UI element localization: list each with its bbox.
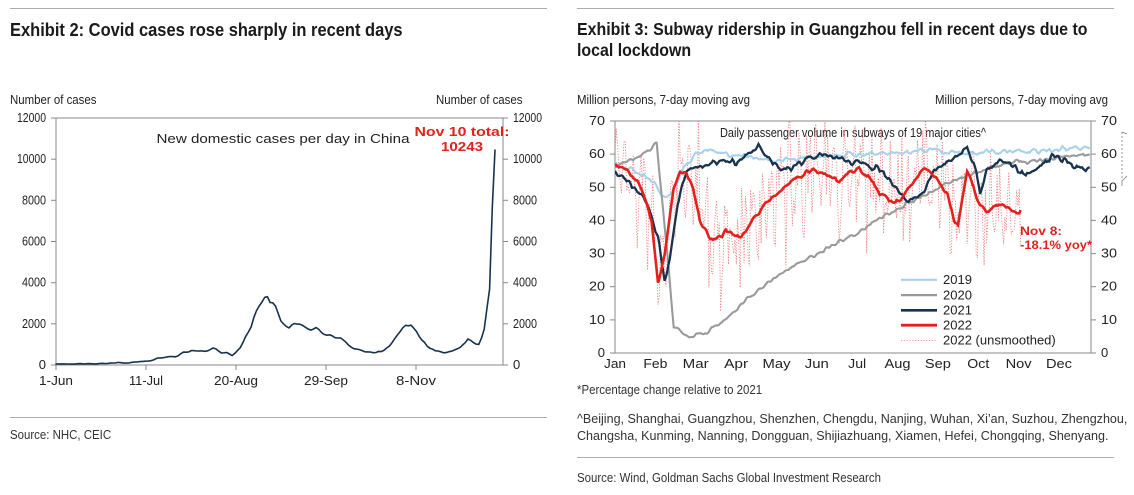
svg-text:Aug: Aug [885, 357, 911, 371]
svg-text:10243: 10243 [441, 139, 483, 154]
svg-text:2020: 2020 [943, 287, 972, 302]
svg-text:10: 10 [589, 312, 605, 327]
svg-text:20-Aug: 20-Aug [214, 373, 258, 388]
svg-text:40: 40 [1101, 212, 1117, 227]
svg-text:Sep: Sep [925, 357, 951, 371]
svg-text:60: 60 [589, 146, 605, 161]
svg-text:Nov: Nov [1006, 357, 1033, 371]
svg-text:40: 40 [589, 212, 605, 227]
svg-text:May: May [763, 357, 792, 371]
svg-text:6000: 6000 [22, 234, 46, 249]
svg-text:Oct: Oct [967, 357, 990, 371]
svg-text:0: 0 [1101, 345, 1108, 360]
svg-text:2021: 2021 [943, 303, 972, 318]
svg-text:8-Nov: 8-Nov [396, 373, 437, 388]
svg-text:New domestic cases per day in: New domestic cases per day in China [157, 131, 411, 146]
svg-text:2019: 2019 [943, 272, 972, 287]
svg-text:70: 70 [1101, 113, 1117, 128]
svg-text:2000: 2000 [513, 316, 537, 331]
svg-text:-18.1% yoy*: -18.1% yoy* [1020, 238, 1092, 252]
svg-text:Jul: Jul [848, 357, 866, 371]
svg-text:10000: 10000 [17, 151, 46, 166]
svg-text:Jan: Jan [604, 357, 626, 371]
svg-text:20: 20 [589, 279, 605, 294]
svg-text:8000: 8000 [513, 192, 537, 207]
svg-text:60: 60 [1101, 146, 1117, 161]
svg-text:2022: 2022 [943, 317, 972, 332]
svg-text:Nov 8:: Nov 8: [1020, 224, 1062, 238]
svg-text:Jun: Jun [805, 357, 829, 371]
svg-text:Feb: Feb [643, 357, 667, 371]
svg-text:10: 10 [1101, 312, 1117, 327]
svg-text:11-Jul: 11-Jul [129, 373, 163, 388]
svg-text:30: 30 [1101, 246, 1117, 261]
svg-text:70: 70 [589, 113, 605, 128]
svg-text:4000: 4000 [22, 275, 46, 290]
svg-text:12000: 12000 [513, 110, 542, 125]
svg-text:20: 20 [1101, 279, 1117, 294]
svg-text:Mar: Mar [683, 357, 709, 371]
svg-text:2000: 2000 [22, 316, 46, 331]
svg-text:29-Sep: 29-Sep [304, 373, 348, 388]
svg-text:6000: 6000 [513, 234, 537, 249]
svg-text:4000: 4000 [513, 275, 537, 290]
svg-text:1-Jun: 1-Jun [39, 373, 73, 388]
svg-text:2022 (unsmoothed): 2022 (unsmoothed) [943, 333, 1056, 348]
svg-text:50: 50 [1101, 179, 1117, 194]
svg-text:Daily passenger volume in subw: Daily passenger volume in subways of 19 … [720, 125, 987, 140]
svg-text:10000: 10000 [513, 151, 542, 166]
svg-text:0: 0 [39, 357, 46, 372]
svg-text:8000: 8000 [22, 192, 46, 207]
svg-text:50: 50 [589, 179, 605, 194]
svg-text:12000: 12000 [17, 110, 46, 125]
svg-text:Dec: Dec [1046, 357, 1072, 371]
svg-text:0: 0 [513, 357, 520, 372]
svg-text:Apr: Apr [724, 357, 748, 371]
svg-text:Nov 10 total:: Nov 10 total: [415, 124, 510, 139]
svg-text:30: 30 [589, 246, 605, 261]
